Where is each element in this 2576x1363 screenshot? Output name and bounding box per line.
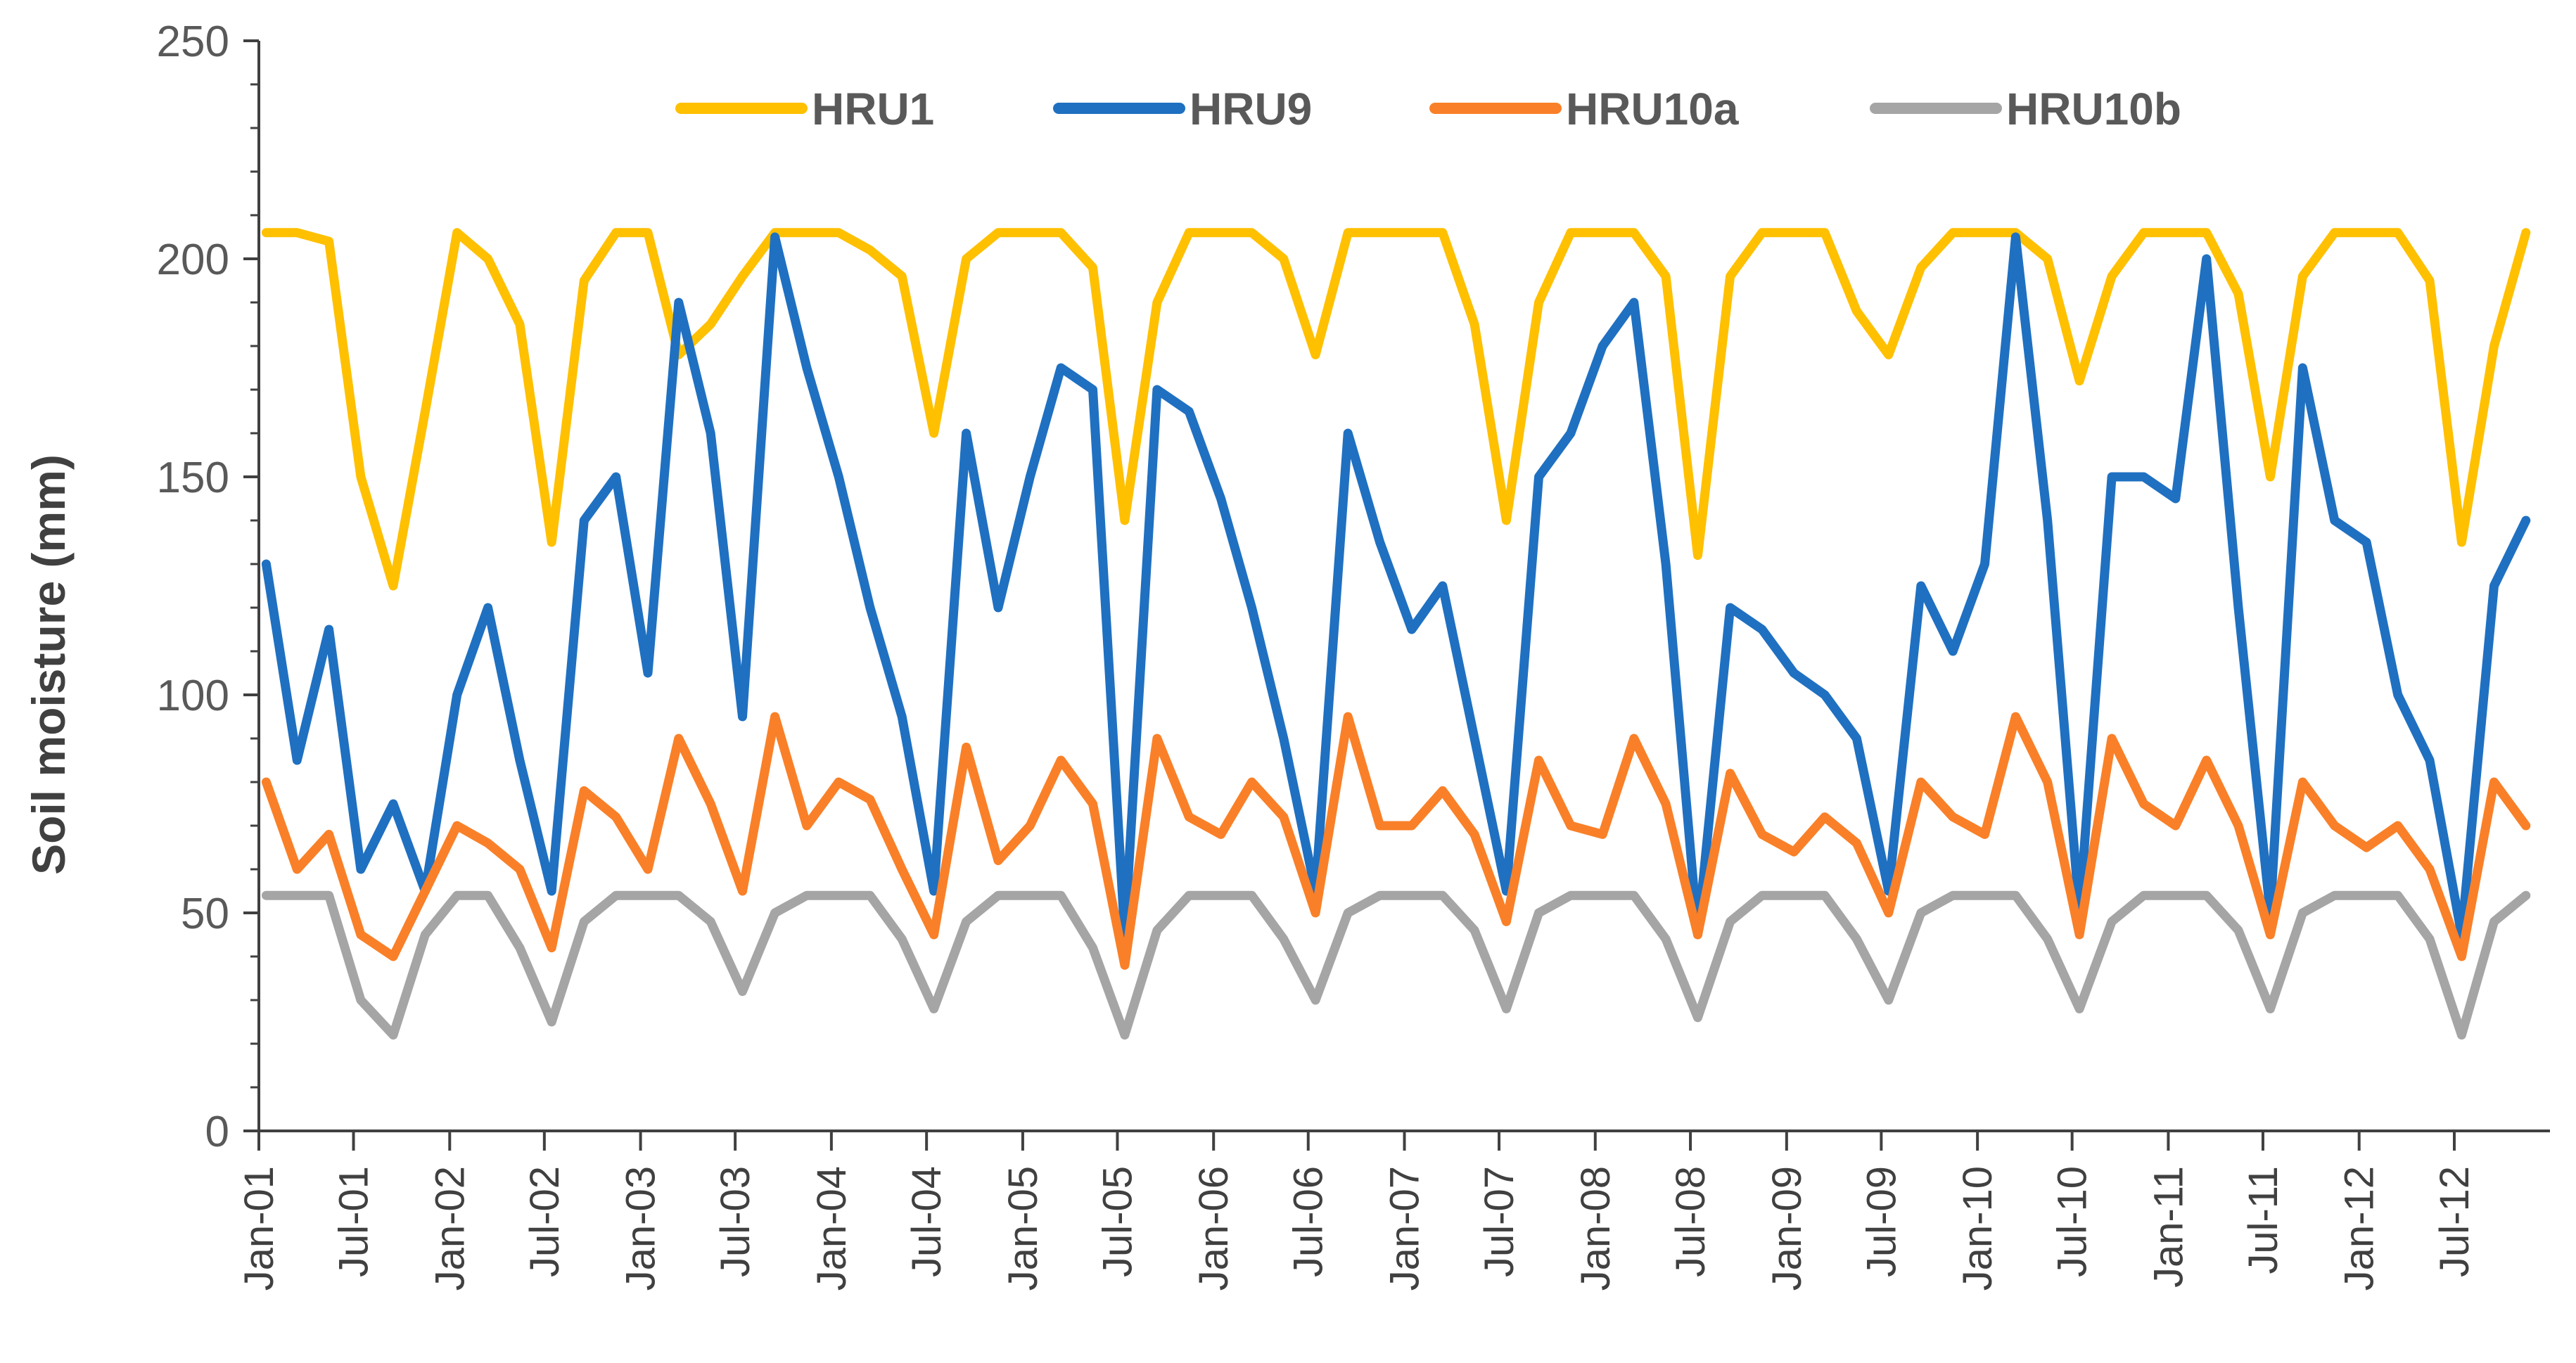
y-axis-title: Soil moisture (mm) — [23, 454, 75, 875]
x-tick-label: Jan-04 — [809, 1166, 855, 1291]
x-tick-label: Jan-06 — [1191, 1166, 1237, 1291]
legend-label: HRU10a — [1566, 84, 1739, 134]
x-tick-label: Jul-04 — [904, 1166, 950, 1277]
x-tick-label: Jan-09 — [1764, 1166, 1810, 1291]
series-line-hru9 — [261, 232, 2531, 940]
series-line-hru10a — [261, 712, 2531, 970]
legend-label: HRU1 — [812, 84, 934, 134]
x-tick-label: Jan-03 — [618, 1166, 664, 1291]
x-tick-label: Jul-09 — [1858, 1166, 1904, 1277]
series-line-hru1 — [261, 228, 2531, 591]
y-tick-label: 150 — [157, 454, 229, 502]
legend: HRU1 HRU9 HRU10a HRU10b — [675, 84, 2181, 134]
y-tick-label: 250 — [157, 18, 229, 66]
legend-label: HRU10b — [2006, 84, 2181, 134]
x-tick-label: Jul-07 — [1477, 1166, 1522, 1277]
x-tick-label: Jul-01 — [331, 1166, 377, 1277]
x-tick-label: Jan-05 — [1000, 1166, 1046, 1291]
x-tick-label: Jul-03 — [713, 1166, 758, 1277]
y-tick-label: 0 — [205, 1108, 229, 1156]
x-tick-label: Jul-02 — [522, 1166, 568, 1277]
x-tick-label: Jul-05 — [1095, 1166, 1140, 1277]
x-tick-label: Jul-08 — [1668, 1166, 1714, 1277]
y-axis: 0 50 100 150 200 250 — [157, 18, 260, 1156]
x-axis: Jan-01 Jul-01 Jan-02 Jul-02 Jan-03 Jul-03 Jan-… — [236, 1130, 2550, 1291]
x-tick-label: Jan-02 — [427, 1166, 473, 1291]
x-tick-label: Jan-12 — [2337, 1166, 2383, 1291]
x-tick-label: Jan-01 — [236, 1166, 282, 1291]
y-tick-label: 100 — [157, 672, 229, 720]
x-tick-label: Jan-10 — [1955, 1166, 2001, 1291]
x-tick-label: Jul-10 — [2050, 1166, 2096, 1277]
x-tick-label: Jul-12 — [2432, 1166, 2478, 1277]
x-tick-label: Jan-08 — [1573, 1166, 1619, 1291]
x-tick-label: Jan-11 — [2145, 1166, 2191, 1288]
legend-label: HRU9 — [1190, 84, 1312, 134]
series-layer — [261, 228, 2531, 1040]
series-line-hru10b — [261, 890, 2531, 1040]
x-tick-label: Jan-07 — [1382, 1166, 1428, 1291]
x-tick-label: Jul-06 — [1286, 1166, 1332, 1277]
y-tick-label: 50 — [181, 890, 229, 938]
x-tick-label: Jul-11 — [2240, 1166, 2286, 1274]
y-tick-label: 200 — [157, 236, 229, 284]
